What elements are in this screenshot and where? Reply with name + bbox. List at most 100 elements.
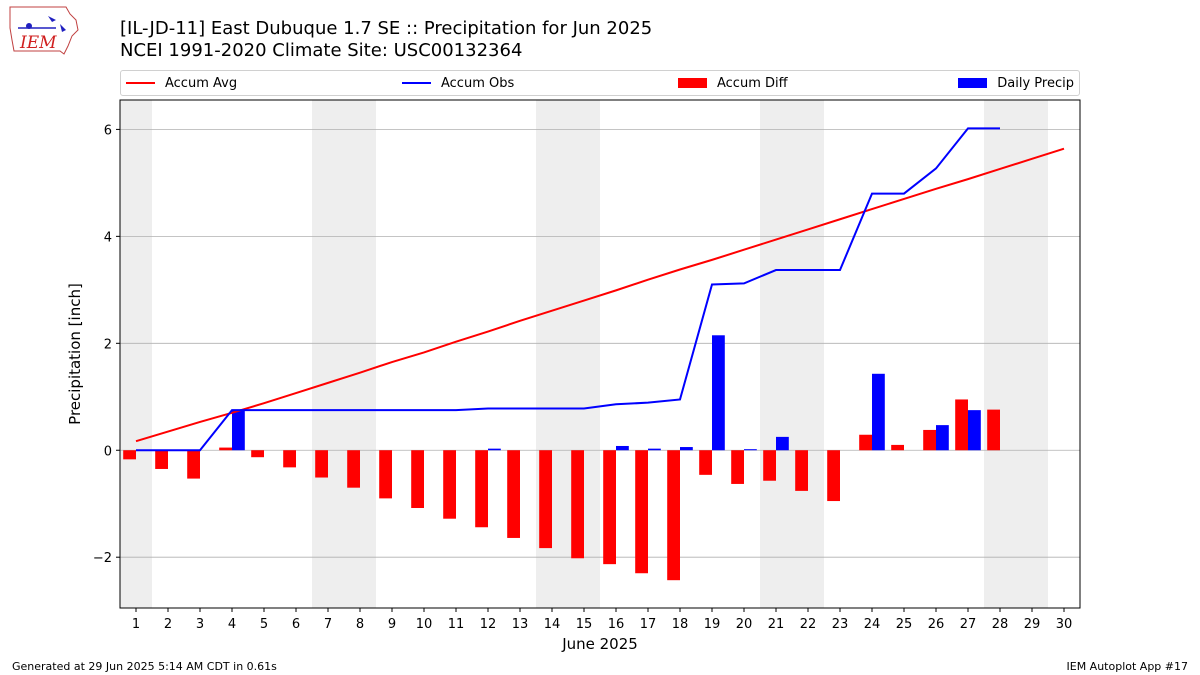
daily-precip-bar: [648, 448, 661, 451]
weekend-band: [312, 100, 376, 608]
accum-diff-bar: [315, 450, 328, 478]
accum-diff-bar: [603, 450, 616, 565]
y-tick-label: 0: [104, 444, 112, 459]
iem-logo-graphic: IEM: [9, 6, 79, 55]
generated-timestamp: Generated at 29 Jun 2025 5:14 AM CDT in …: [12, 660, 277, 673]
x-tick-label: 20: [736, 617, 753, 632]
x-tick-label: 19: [704, 617, 721, 632]
legend-label-daily-precip: Daily Precip: [997, 75, 1074, 91]
daily-precip-bars: [232, 335, 981, 451]
y-tick-label: −2: [93, 551, 112, 566]
accum-diff-bar: [859, 434, 872, 451]
daily-precip-bar: [744, 449, 757, 451]
legend-label-accum-avg: Accum Avg: [165, 75, 238, 91]
x-tick-label: 28: [992, 617, 1009, 632]
accum-diff-bar: [379, 450, 392, 499]
iem-logo: IEM: [6, 4, 82, 60]
plot-frame: [119, 99, 1081, 609]
weekend-band: [120, 100, 152, 608]
x-tick-label: 29: [1024, 617, 1041, 632]
legend-label-accum-diff: Accum Diff: [717, 75, 788, 91]
legend-item-accum-diff: Accum Diff: [678, 71, 788, 95]
y-tick-label: 2: [104, 337, 112, 352]
legend-swatch-accum-obs: [402, 82, 431, 84]
x-tick-label: 8: [356, 617, 364, 632]
x-tick-label: 11: [448, 617, 465, 632]
x-tick-label: 1: [132, 617, 140, 632]
x-tick-label: 13: [512, 617, 529, 632]
x-tick-label: 21: [768, 617, 785, 632]
accum-lines: [135, 127, 1065, 452]
accum-diff-bar: [187, 450, 200, 479]
y-gridlines: [120, 129, 1080, 558]
accum-diff-bar: [923, 429, 936, 451]
legend-swatch-accum-avg: [126, 82, 155, 84]
accum-diff-bar: [635, 450, 648, 574]
accum-diff-bar: [827, 450, 840, 502]
x-tick-label: 16: [608, 617, 625, 632]
accum-diff-bars: [123, 399, 1000, 581]
accum-diff-bar: [507, 450, 520, 538]
x-tick-label: 4: [228, 617, 236, 632]
logo-text: IEM: [19, 33, 57, 53]
accum-diff-bar: [763, 450, 776, 481]
chart-subtitle: NCEI 1991-2020 Climate Site: USC00132364: [120, 40, 523, 61]
accum-diff-bar: [731, 450, 744, 484]
y-tick-label: 4: [104, 230, 112, 245]
accum-avg-line: [135, 147, 1065, 443]
x-tick-label: 14: [544, 617, 561, 632]
accum-diff-bar: [251, 450, 264, 458]
x-tick-label: 18: [672, 617, 689, 632]
x-tick-label: 30: [1056, 617, 1073, 632]
x-tick-label: 17: [640, 617, 657, 632]
legend-swatch-accum-diff: [678, 78, 707, 88]
x-tick-label: 2: [164, 617, 172, 632]
legend-swatch-daily-precip: [958, 78, 988, 88]
accum-diff-bar: [347, 450, 360, 488]
accum-diff-bar: [987, 409, 1000, 451]
x-tick-label: 9: [388, 617, 396, 632]
x-tick-label: 3: [196, 617, 204, 632]
accum-diff-bar: [283, 450, 296, 468]
daily-precip-bar: [680, 447, 693, 451]
weekend-bands: [120, 100, 1048, 608]
x-tick-label: 22: [800, 617, 817, 632]
x-tick-label: 6: [292, 617, 300, 632]
x-tick-label: 24: [864, 617, 881, 632]
legend-item-accum-obs: Accum Obs: [402, 71, 514, 95]
x-tick-label: 7: [324, 617, 332, 632]
x-tick-label: 26: [928, 617, 945, 632]
accum-diff-bar: [475, 450, 488, 528]
accum-diff-bar: [667, 450, 680, 581]
chart-legend: Accum Avg Accum Obs Accum Diff Daily Pre…: [120, 70, 1080, 96]
accum-diff-bar: [891, 444, 904, 451]
accum-diff-bar: [411, 450, 424, 509]
daily-precip-bar: [232, 410, 245, 451]
x-tick-label: 10: [416, 617, 433, 632]
y-axis-label: Precipitation [inch]: [66, 283, 84, 425]
daily-precip-bar: [712, 335, 725, 451]
x-tick-label: 12: [480, 617, 497, 632]
chart-title: [IL-JD-11] East Dubuque 1.7 SE :: Precip…: [120, 18, 653, 39]
accum-diff-bar: [123, 450, 136, 460]
accum-diff-bar: [571, 450, 584, 559]
daily-precip-bar: [936, 425, 949, 451]
legend-label-accum-obs: Accum Obs: [441, 75, 515, 91]
x-tick-label: 15: [576, 617, 593, 632]
daily-precip-bar: [616, 445, 629, 451]
x-tick-label: 5: [260, 617, 268, 632]
weekend-band: [984, 100, 1048, 608]
x-tick-label: 23: [832, 617, 849, 632]
daily-precip-bar: [872, 373, 885, 451]
accum-diff-bar: [443, 450, 456, 519]
daily-precip-bar: [968, 410, 981, 451]
x-axis-label: June 2025: [561, 635, 638, 653]
legend-item-accum-avg: Accum Avg: [126, 71, 237, 95]
x-tick-label: 27: [960, 617, 977, 632]
daily-precip-bar: [488, 448, 501, 451]
weekend-band: [760, 100, 824, 608]
x-tick-label: 25: [896, 617, 913, 632]
accum-diff-bar: [219, 447, 232, 451]
